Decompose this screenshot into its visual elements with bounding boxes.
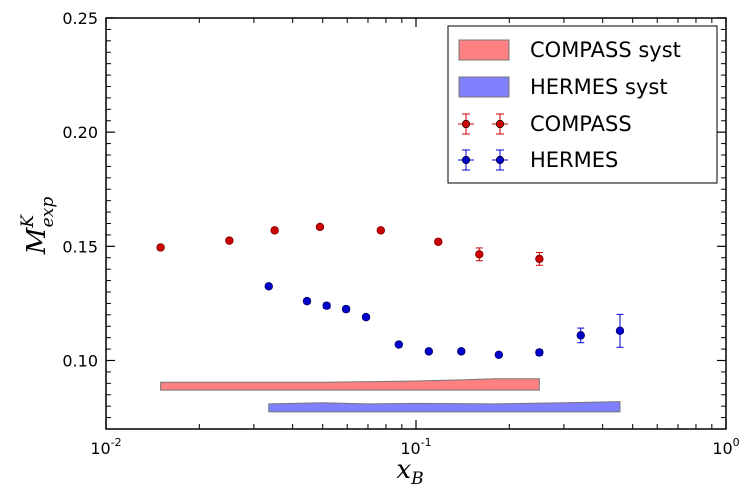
compass-point-7 — [475, 247, 484, 262]
x-tick-label-exp: -2 — [111, 436, 122, 449]
x-axis-ticks: 10-2 10-1 100 — [90, 18, 740, 458]
legend-swatch-hermes-syst — [458, 76, 510, 98]
hermes-marker — [576, 331, 585, 340]
compass-point-6 — [434, 237, 443, 246]
series-hermes — [264, 282, 625, 359]
hermes-marker — [494, 350, 504, 359]
y-axis-label-sub: exp — [38, 197, 58, 228]
x-axis-label: xB — [396, 455, 423, 489]
y-tick-label: 0.20 — [62, 123, 98, 142]
compass-point-5 — [376, 226, 386, 235]
legend-marker-compass — [458, 113, 474, 135]
legend-item-compass: COMPASS — [458, 112, 632, 136]
hermes-marker — [341, 304, 351, 314]
legend: COMPASS syst HERMES syst COMPASS HERMES — [447, 25, 718, 184]
hermes-marker — [457, 347, 466, 356]
x-axis-label-main: x — [396, 455, 411, 485]
hermes-marker — [424, 347, 434, 356]
y-axis-label: MKexp — [18, 197, 58, 256]
hermes-marker — [615, 326, 625, 336]
hermes-point-8 — [457, 347, 466, 356]
legend-label-hermes: HERMES — [530, 148, 618, 172]
hermes-point-4 — [341, 304, 351, 314]
legend-item-compass-syst: COMPASS syst — [458, 38, 681, 62]
legend-swatch-compass-syst — [458, 39, 510, 61]
compass-marker — [270, 226, 279, 235]
x-tick-label: 100 — [712, 436, 739, 458]
hermes-point-1 — [264, 282, 273, 291]
legend-marker-dot — [495, 155, 505, 165]
y-axis-label-sup: K — [18, 214, 38, 229]
compass-marker — [225, 236, 234, 245]
compass-marker — [535, 254, 544, 264]
hermes-marker — [535, 348, 544, 357]
legend-marker-compass — [492, 113, 508, 135]
y-axis-ticks: 0.10 0.15 0.20 0.25 — [62, 9, 726, 430]
hermes-point-12 — [615, 313, 625, 348]
legend-label-hermes-syst: HERMES syst — [530, 75, 668, 99]
compass-point-3 — [270, 226, 279, 235]
compass-point-2 — [225, 236, 234, 245]
legend-item-hermes: HERMES — [458, 148, 618, 172]
x-axis-label-sub: B — [410, 469, 424, 489]
hermes-point-5 — [361, 312, 371, 322]
hermes-point-6 — [394, 340, 403, 349]
hermes-point-2 — [302, 296, 312, 306]
legend-marker-hermes — [492, 149, 508, 171]
legend-marker-dot — [495, 119, 505, 129]
compass-point-1 — [156, 243, 165, 252]
hermes-point-10 — [535, 348, 544, 357]
compass-marker — [376, 226, 386, 235]
legend-label-compass-syst: COMPASS syst — [530, 38, 681, 62]
legend-item-hermes-syst: HERMES syst — [458, 75, 668, 99]
compass-marker — [315, 222, 325, 232]
hermes-marker — [302, 296, 312, 306]
compass-point-8 — [535, 251, 544, 266]
hermes-marker — [361, 312, 371, 322]
hermes-point-11 — [576, 327, 585, 344]
x-tick-label-exp: 0 — [733, 436, 740, 449]
legend-marker-dot — [461, 155, 471, 165]
hermes-point-7 — [424, 347, 434, 356]
x-tick-label-base: 10 — [712, 439, 732, 458]
syst-band-compass — [160, 378, 540, 391]
legend-marker-hermes — [458, 149, 474, 171]
compass-marker — [475, 250, 484, 259]
syst-band-hermes — [268, 401, 621, 413]
compass-point-4 — [315, 222, 325, 232]
hermes-marker — [322, 301, 331, 310]
hermes-marker — [264, 282, 273, 291]
x-tick-label-base: 10 — [90, 439, 110, 458]
y-tick-label: 0.25 — [62, 9, 98, 28]
systematic-bands — [160, 378, 621, 413]
legend-label-compass: COMPASS — [530, 112, 632, 136]
x-tick-label-exp: -1 — [421, 436, 432, 449]
x-tick-label: 10-2 — [90, 436, 121, 458]
x-tick-label: 10-1 — [400, 436, 431, 458]
compass-marker — [156, 243, 165, 252]
y-tick-label: 0.15 — [62, 237, 98, 256]
y-axis-label-main: M — [22, 226, 52, 255]
y-tick-label: 0.10 — [62, 352, 98, 371]
hermes-marker — [394, 340, 403, 349]
series-compass — [156, 222, 544, 266]
legend-marker-dot — [461, 119, 471, 129]
compass-marker — [434, 237, 443, 246]
hermes-point-3 — [322, 301, 331, 310]
hermes-point-9 — [494, 350, 504, 359]
x-tick-label-base: 10 — [400, 439, 420, 458]
